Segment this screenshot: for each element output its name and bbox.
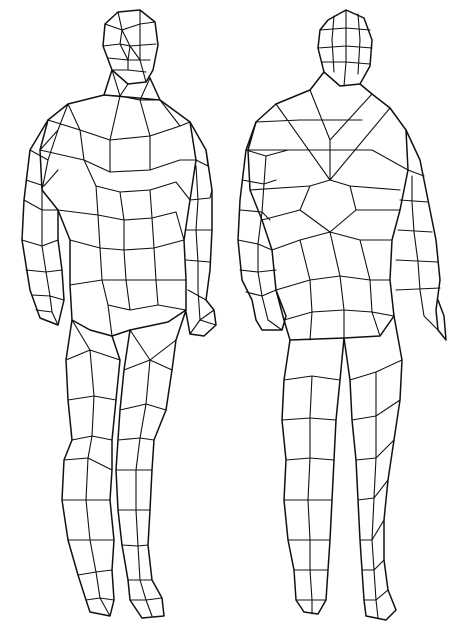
front-right-arm-mesh (21, 129, 65, 326)
front-abdomen-mesh (57, 185, 187, 337)
front-left-leg-outline (115, 309, 187, 619)
front-view-figure (21, 9, 217, 619)
front-left-arm-outline (185, 121, 217, 337)
front-right-leg-outline (61, 319, 121, 617)
front-left-leg-mesh (115, 329, 177, 617)
front-neck-mesh (103, 69, 161, 101)
back-left-arm-mesh (395, 169, 441, 331)
back-torso-outline (247, 71, 409, 341)
back-left-arm-outline (405, 129, 447, 341)
back-view-figure (237, 9, 447, 621)
front-right-leg-mesh (61, 319, 121, 617)
back-right-arm-mesh (237, 149, 289, 331)
front-right-arm-outline (21, 119, 65, 326)
back-left-leg-mesh (349, 359, 403, 619)
front-chest-mesh (39, 95, 197, 201)
back-left-leg-outline (343, 315, 403, 621)
back-right-arm-outline (237, 121, 287, 331)
front-left-arm-mesh (185, 149, 217, 335)
back-right-leg-outline (281, 337, 345, 615)
back-lower-mesh (261, 209, 401, 341)
back-upper-mesh (247, 89, 409, 233)
back-right-leg-mesh (281, 375, 341, 615)
front-head-mesh (102, 9, 157, 83)
back-head-mesh (317, 9, 373, 87)
front-neck-outline (103, 69, 161, 101)
